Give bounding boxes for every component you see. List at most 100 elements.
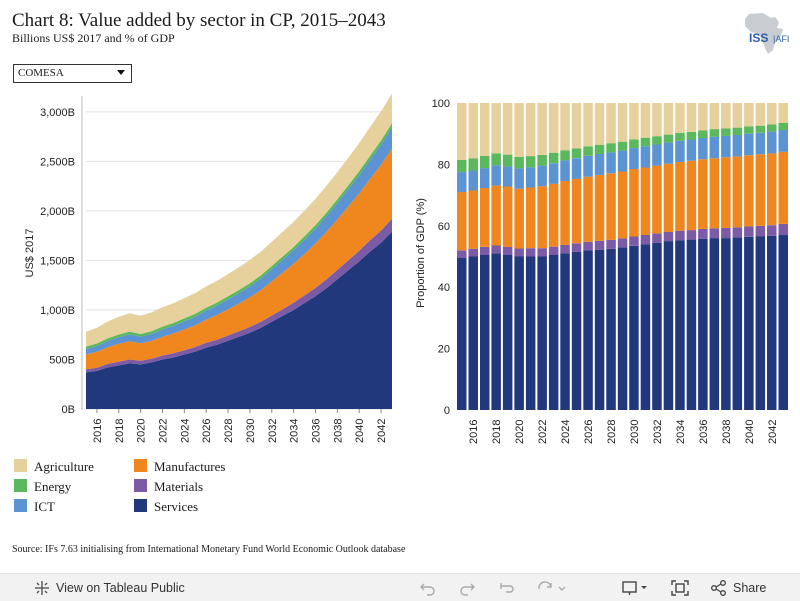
bar-materials[interactable] (606, 239, 616, 249)
bar-materials[interactable] (778, 224, 789, 236)
bar-manufactures[interactable] (675, 161, 685, 231)
bar-energy[interactable] (537, 154, 547, 166)
bar-ict[interactable] (537, 165, 547, 187)
bar-agriculture[interactable] (548, 103, 559, 153)
bar-ict[interactable] (571, 158, 582, 179)
bar-energy[interactable] (686, 131, 697, 140)
bar-services[interactable] (755, 236, 766, 411)
bar-agriculture[interactable] (663, 103, 674, 135)
bar-services[interactable] (583, 250, 593, 410)
bar-ict[interactable] (491, 165, 501, 186)
area-manufactures[interactable] (86, 148, 392, 370)
redo-button[interactable] (458, 574, 476, 601)
bar-services[interactable] (560, 253, 570, 410)
bar-agriculture[interactable] (457, 103, 467, 160)
bar-ict[interactable] (583, 155, 593, 177)
bar-services[interactable] (698, 238, 708, 410)
bar-ict[interactable] (502, 166, 513, 187)
bar-manufactures[interactable] (525, 187, 536, 249)
bar-services[interactable] (744, 236, 754, 410)
bar-services[interactable] (502, 255, 513, 410)
bar-manufactures[interactable] (457, 192, 467, 251)
download-button[interactable] (622, 574, 650, 601)
bar-energy[interactable] (594, 144, 605, 154)
bar-services[interactable] (537, 256, 547, 411)
bar-ict[interactable] (548, 163, 559, 184)
fullscreen-button[interactable] (671, 574, 689, 601)
bar-materials[interactable] (457, 250, 467, 259)
bar-energy[interactable] (721, 128, 731, 136)
bar-agriculture[interactable] (732, 103, 743, 128)
bar-materials[interactable] (675, 230, 685, 241)
bar-ict[interactable] (767, 131, 777, 154)
bar-services[interactable] (629, 245, 639, 410)
bar-agriculture[interactable] (560, 103, 570, 151)
bar-services[interactable] (606, 248, 616, 410)
bar-manufactures[interactable] (709, 158, 720, 229)
bar-agriculture[interactable] (468, 103, 479, 159)
bar-services[interactable] (686, 239, 697, 410)
bar-energy[interactable] (732, 127, 743, 135)
bar-services[interactable] (663, 241, 674, 410)
bar-ict[interactable] (686, 139, 697, 161)
bar-ict[interactable] (560, 160, 570, 181)
bar-ict[interactable] (778, 130, 789, 152)
bar-materials[interactable] (652, 233, 662, 243)
bar-materials[interactable] (525, 248, 536, 257)
bar-materials[interactable] (560, 244, 570, 254)
bar-materials[interactable] (548, 246, 559, 255)
bar-ict[interactable] (640, 146, 651, 168)
bar-ict[interactable] (698, 138, 708, 160)
bar-energy[interactable] (652, 136, 662, 145)
bar-services[interactable] (732, 237, 743, 411)
bar-manufactures[interactable] (629, 169, 639, 237)
bar-services[interactable] (525, 256, 536, 411)
bar-energy[interactable] (617, 141, 628, 151)
bar-agriculture[interactable] (778, 103, 789, 123)
bar-manufactures[interactable] (663, 163, 674, 232)
region-filter-dropdown[interactable]: COMESA (13, 64, 132, 83)
bar-materials[interactable] (721, 227, 731, 238)
bar-services[interactable] (468, 256, 479, 411)
bar-manufactures[interactable] (617, 171, 628, 239)
bar-ict[interactable] (606, 152, 616, 174)
bar-manufactures[interactable] (514, 188, 524, 249)
bar-energy[interactable] (468, 158, 479, 171)
bar-energy[interactable] (560, 150, 570, 161)
bar-manufactures[interactable] (755, 154, 766, 226)
bar-ict[interactable] (744, 133, 754, 156)
bar-manufactures[interactable] (537, 186, 547, 249)
bar-agriculture[interactable] (640, 103, 651, 138)
refresh-button[interactable] (537, 574, 567, 601)
bar-materials[interactable] (480, 247, 490, 255)
bar-agriculture[interactable] (698, 103, 708, 131)
bar-manufactures[interactable] (594, 174, 605, 241)
bar-energy[interactable] (548, 152, 559, 164)
bar-materials[interactable] (537, 248, 547, 257)
bar-materials[interactable] (698, 228, 708, 239)
bar-services[interactable] (548, 255, 559, 410)
bar-energy[interactable] (457, 159, 467, 173)
bar-ict[interactable] (468, 170, 479, 191)
bar-energy[interactable] (606, 143, 616, 153)
bar-energy[interactable] (755, 125, 766, 133)
bar-materials[interactable] (686, 230, 697, 240)
bar-materials[interactable] (744, 226, 754, 237)
bar-services[interactable] (480, 255, 490, 410)
area-services[interactable] (86, 231, 392, 409)
bar-materials[interactable] (571, 243, 582, 252)
bar-manufactures[interactable] (652, 165, 662, 234)
bar-services[interactable] (675, 240, 685, 410)
bar-manufactures[interactable] (571, 178, 582, 244)
bar-energy[interactable] (640, 137, 651, 147)
bar-ict[interactable] (709, 136, 720, 159)
bar-services[interactable] (514, 256, 524, 411)
undo-button[interactable] (419, 574, 437, 601)
bar-ict[interactable] (663, 142, 674, 164)
bar-services[interactable] (709, 238, 720, 410)
bar-manufactures[interactable] (583, 176, 593, 242)
bar-materials[interactable] (663, 231, 674, 242)
bar-ict[interactable] (755, 132, 766, 155)
bar-agriculture[interactable] (767, 103, 777, 125)
bar-energy[interactable] (583, 146, 593, 156)
